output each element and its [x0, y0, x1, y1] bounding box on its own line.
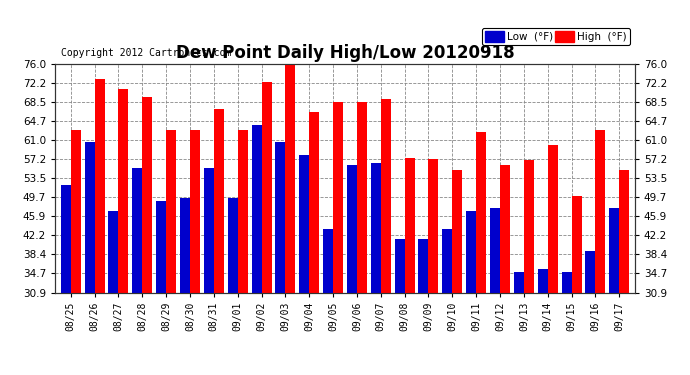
Bar	[500, 165, 510, 375]
Bar	[309, 112, 319, 375]
Bar	[548, 145, 558, 375]
Bar	[395, 239, 404, 375]
Bar	[371, 163, 381, 375]
Bar	[418, 239, 428, 375]
Bar	[562, 272, 571, 375]
Bar	[70, 130, 81, 375]
Bar	[571, 196, 582, 375]
Bar	[95, 79, 105, 375]
Bar	[404, 158, 415, 375]
Bar	[476, 132, 486, 375]
Bar	[262, 81, 272, 375]
Bar	[286, 64, 295, 375]
Bar	[428, 159, 439, 375]
Bar	[453, 170, 462, 375]
Bar	[381, 99, 391, 375]
Bar	[333, 102, 343, 375]
Bar	[166, 130, 176, 375]
Bar	[620, 170, 629, 375]
Bar	[524, 160, 534, 375]
Bar	[85, 142, 95, 375]
Bar	[237, 130, 248, 375]
Bar	[156, 201, 166, 375]
Bar	[585, 251, 595, 375]
Bar	[190, 130, 200, 375]
Bar	[180, 198, 190, 375]
Bar	[108, 211, 119, 375]
Text: Copyright 2012 Cartronics.com: Copyright 2012 Cartronics.com	[61, 48, 231, 58]
Bar	[119, 89, 128, 375]
Title: Dew Point Daily High/Low 20120918: Dew Point Daily High/Low 20120918	[176, 44, 514, 62]
Bar	[466, 211, 476, 375]
Bar	[442, 229, 453, 375]
Bar	[299, 155, 309, 375]
Bar	[538, 269, 548, 375]
Bar	[514, 272, 524, 375]
Bar	[251, 124, 262, 375]
Bar	[142, 97, 152, 375]
Bar	[347, 165, 357, 375]
Bar	[228, 198, 237, 375]
Bar	[609, 208, 620, 375]
Bar	[275, 142, 286, 375]
Bar	[323, 229, 333, 375]
Bar	[214, 110, 224, 375]
Bar	[490, 208, 500, 375]
Bar	[357, 102, 367, 375]
Legend: Low  (°F), High  (°F): Low (°F), High (°F)	[482, 28, 629, 45]
Bar	[595, 130, 605, 375]
Bar	[204, 168, 214, 375]
Bar	[132, 168, 142, 375]
Bar	[61, 186, 70, 375]
